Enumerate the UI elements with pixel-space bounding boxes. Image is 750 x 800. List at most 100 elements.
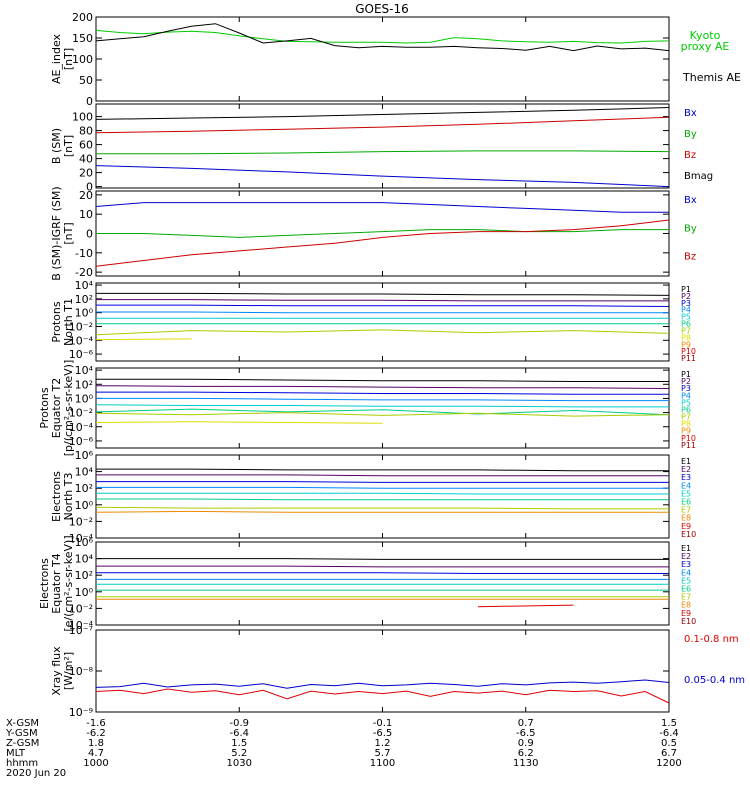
legend-entry: P8 bbox=[681, 420, 691, 429]
y-tick-label: 40 bbox=[79, 153, 93, 166]
panel-frame bbox=[95, 367, 670, 449]
x-tick-label: -6.4 bbox=[229, 728, 249, 739]
legend-entry: E6 bbox=[681, 585, 691, 594]
series-line-3 bbox=[96, 304, 670, 307]
series-line-1 bbox=[96, 468, 669, 472]
legend-entry: P4 bbox=[681, 306, 691, 315]
series-line-1 bbox=[95, 29, 670, 44]
y-tick-label: 10⁰ bbox=[75, 392, 94, 405]
series-line-7 bbox=[95, 412, 670, 417]
legend-entry: E8 bbox=[681, 514, 691, 523]
y-axis-label: [nT] bbox=[62, 135, 75, 157]
series-line-2 bbox=[95, 688, 670, 704]
y-tick-label: 60 bbox=[79, 139, 93, 152]
legend-entry: E8 bbox=[681, 601, 691, 610]
y-tick-label: 10⁰ bbox=[75, 586, 94, 599]
x-tick-label: 5.2 bbox=[231, 748, 247, 759]
y-tick-label: 10⁻² bbox=[69, 515, 93, 528]
x-tick-label: -1.6 bbox=[86, 718, 106, 729]
y-axis-label: North T1 bbox=[62, 298, 75, 346]
series-line-6 bbox=[95, 408, 670, 416]
series-line-4 bbox=[95, 165, 670, 188]
y-tick-label: 50 bbox=[79, 74, 93, 87]
x-tick-label: 1.5 bbox=[231, 738, 247, 749]
y-axis-label: Xray flux bbox=[50, 646, 63, 696]
legend-entry: P6 bbox=[681, 405, 691, 414]
series-line-8 bbox=[95, 510, 669, 513]
y-tick-label: 10⁶ bbox=[75, 449, 94, 462]
series-line-3 bbox=[96, 391, 669, 395]
y-axis-label: [W/m²] bbox=[62, 652, 75, 690]
legend-entry: E1 bbox=[681, 457, 691, 466]
y-tick-label: 10⁻⁴ bbox=[69, 421, 94, 434]
legend-entry: E10 bbox=[681, 617, 696, 626]
x-tick-label: 4.7 bbox=[88, 748, 104, 759]
series-line-1 bbox=[95, 202, 669, 213]
y-axis-label: [nT] bbox=[62, 222, 75, 244]
series-line-2 bbox=[95, 385, 670, 389]
x-tick-label: 0.5 bbox=[661, 738, 677, 749]
legend-entry: E3 bbox=[681, 473, 691, 482]
y-tick-label: 10⁻⁴ bbox=[69, 334, 94, 347]
x-tick-label: 1130 bbox=[513, 758, 538, 769]
series-line-8 bbox=[95, 421, 383, 424]
series-line-6 bbox=[96, 498, 669, 501]
y-axis-label: Protons bbox=[50, 301, 63, 342]
plot-title: GOES-16 bbox=[355, 2, 409, 16]
panel-birgf: -20 -10 0 10 20 B (SM)-IGRF (SM) [nT] Bx By Bz bbox=[50, 186, 697, 280]
legend-entry: P2 bbox=[681, 377, 691, 386]
y-tick-label: 20 bbox=[79, 189, 93, 202]
x-tick-label: 1200 bbox=[656, 758, 681, 769]
legend-entry: E10 bbox=[681, 530, 696, 539]
y-tick-label: 10² bbox=[75, 293, 93, 306]
y-tick-label: 10⁴ bbox=[75, 364, 94, 377]
legend-entry: Bmag bbox=[684, 171, 713, 182]
legend-entry: P9 bbox=[681, 340, 691, 349]
series-line-4 bbox=[96, 397, 669, 402]
legend-entry: P3 bbox=[681, 384, 691, 393]
y-tick-label: 10⁻⁸ bbox=[69, 665, 94, 678]
y-tick-label: 100 bbox=[72, 53, 93, 66]
legend-entry: P2 bbox=[681, 292, 691, 301]
y-tick-label: 80 bbox=[79, 125, 93, 138]
series-line-3 bbox=[96, 572, 669, 574]
x-axis-row-label: MLT bbox=[6, 748, 26, 759]
legend-entry: E4 bbox=[681, 568, 691, 577]
series-line-4 bbox=[96, 311, 669, 314]
y-tick-label: 10⁰ bbox=[75, 499, 94, 512]
legend-entry: P8 bbox=[681, 333, 691, 342]
y-axis-label: Equator T2 bbox=[50, 378, 63, 438]
y-tick-label: 10⁴ bbox=[75, 279, 94, 292]
legend-entry: P9 bbox=[681, 427, 691, 436]
y-tick-label: 10⁻⁴ bbox=[69, 532, 94, 545]
series-line-1 bbox=[95, 107, 670, 120]
series-line-7 bbox=[95, 329, 670, 336]
series-line-2 bbox=[96, 299, 669, 302]
x-tick-label: -6.5 bbox=[373, 728, 393, 739]
x-tick-label: 1030 bbox=[227, 758, 252, 769]
legend-entry: E9 bbox=[681, 609, 691, 618]
legend-entry: Bx bbox=[684, 195, 697, 206]
y-tick-label: 0 bbox=[86, 181, 93, 194]
series-line-3 bbox=[95, 219, 670, 267]
legend-entry: P6 bbox=[681, 320, 691, 329]
y-tick-label: 10⁴ bbox=[75, 466, 94, 479]
x-tick-label: 1000 bbox=[83, 758, 108, 769]
x-tick-label: -0.1 bbox=[373, 718, 393, 729]
x-tick-label: -6.5 bbox=[516, 728, 536, 739]
y-tick-label: 10⁻² bbox=[69, 320, 93, 333]
y-tick-label: 0 bbox=[86, 95, 93, 108]
y-tick-label: 10⁰ bbox=[75, 307, 94, 320]
series-line-2 bbox=[96, 229, 669, 238]
series-line-3 bbox=[96, 481, 669, 483]
legend-entry: E2 bbox=[681, 552, 691, 561]
x-tick-label: 1100 bbox=[370, 758, 395, 769]
y-axis-label: [p/(cm²-s-sr-keV)] bbox=[62, 360, 75, 457]
legend-entry: E5 bbox=[681, 489, 691, 498]
panel-xray: 10⁻⁹ 10⁻⁸ 10⁻⁷ Xray flux [W/m²] 0.1-0.8 nm 0.0… bbox=[50, 624, 745, 719]
series-line-8 bbox=[95, 338, 192, 341]
y-tick-label: 10⁴ bbox=[75, 553, 94, 566]
